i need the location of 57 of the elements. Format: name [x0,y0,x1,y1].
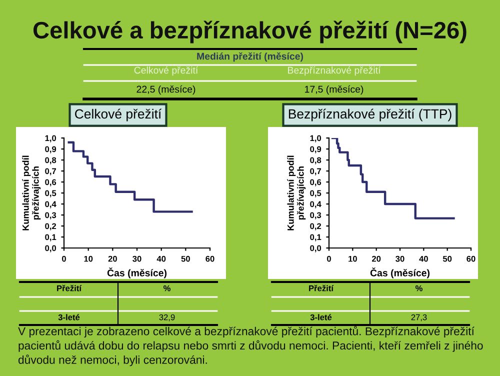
y-tick-label: 0,7 [310,168,321,176]
x-tick-label: 50 [181,256,190,262]
text: % [416,285,422,292]
chart-title: Bezpříznakové přežití (TTP) [288,108,452,122]
text: Přežití [57,284,82,292]
y-tick-label: 0,8 [310,157,322,164]
y-tick-label: 0,5 [310,190,322,198]
x-axis-title: Čas (měsíce) [107,268,167,278]
y-tick-label: 0,1 [45,234,56,242]
x-tick-label: 20 [108,256,117,262]
text: 32,9 [159,314,175,322]
text: 17,5 (měsíce) [305,85,364,95]
y-tick-label: 0,3 [45,212,56,220]
text: Medián přežití (měsíce) [197,52,304,62]
x-tick-label: 0 [62,256,66,262]
y-tick-label: 0,5 [45,190,56,198]
text: Celkové a bezpříznakové přežití (N=26) [33,20,466,44]
y-tick-label: 0,1 [310,234,322,242]
x-tick-label: 10 [348,256,357,262]
x-tick-label: 50 [442,256,452,262]
x-tick-label: 40 [419,256,428,262]
y-tick-label: 0,6 [45,179,56,186]
y-tick-label: 0,8 [45,157,56,164]
chart-title: Celkové přežití [75,108,162,122]
text: Přežití [309,284,334,292]
y-axis-title: Kumulativní podíl přežívajících [22,156,41,230]
x-axis-title: Čas (měsíce) [370,268,430,278]
y-tick-label: 0,0 [45,245,56,252]
y-tick-label: 0,6 [310,179,322,186]
text: 22,5 (měsíce) [136,85,196,95]
x-tick-label: 40 [156,256,166,262]
y-tick-label: 0,9 [45,146,56,154]
x-tick-label: 60 [206,256,214,262]
y-axis-title: Kumulativní podíl přežívajících [287,156,306,230]
y-tick-label: 0,2 [310,223,322,230]
y-tick-label: 0,7 [45,168,56,176]
y-tick-label: 0,3 [310,212,322,220]
y-tick-label: 0,0 [310,245,322,252]
x-tick-label: 60 [466,256,476,262]
y-tick-label: 0,4 [310,201,322,208]
x-tick-label: 20 [372,256,381,262]
text: 3-leté [310,314,332,320]
y-tick-label: 0,4 [45,201,56,208]
x-tick-label: 0 [327,256,331,262]
x-tick-label: 30 [132,256,142,262]
x-tick-label: 10 [84,256,93,262]
text: Bezpříznakové přežití [288,66,381,76]
y-tick-label: 1,0 [310,135,322,142]
text: Celkové přežití [134,66,198,76]
text: 3-leté [58,314,80,320]
text: 27,3 [411,314,427,322]
text: % [164,285,170,292]
y-tick-label: 1,0 [45,135,56,142]
text: V prezentaci je zobrazeno celkové a bezpříznakové přežití pacientů. Bezpříznakové přežití pacientů udává dobu do relapsu nebo smrti z důvodu nemoci. Pacienti, kteří zemřeli z jiného důvodu než nemoci, byli cenzorováni. [18,326,483,366]
y-tick-label: 0,2 [45,223,56,230]
y-tick-label: 0,9 [310,146,322,154]
x-tick-label: 30 [396,256,404,262]
